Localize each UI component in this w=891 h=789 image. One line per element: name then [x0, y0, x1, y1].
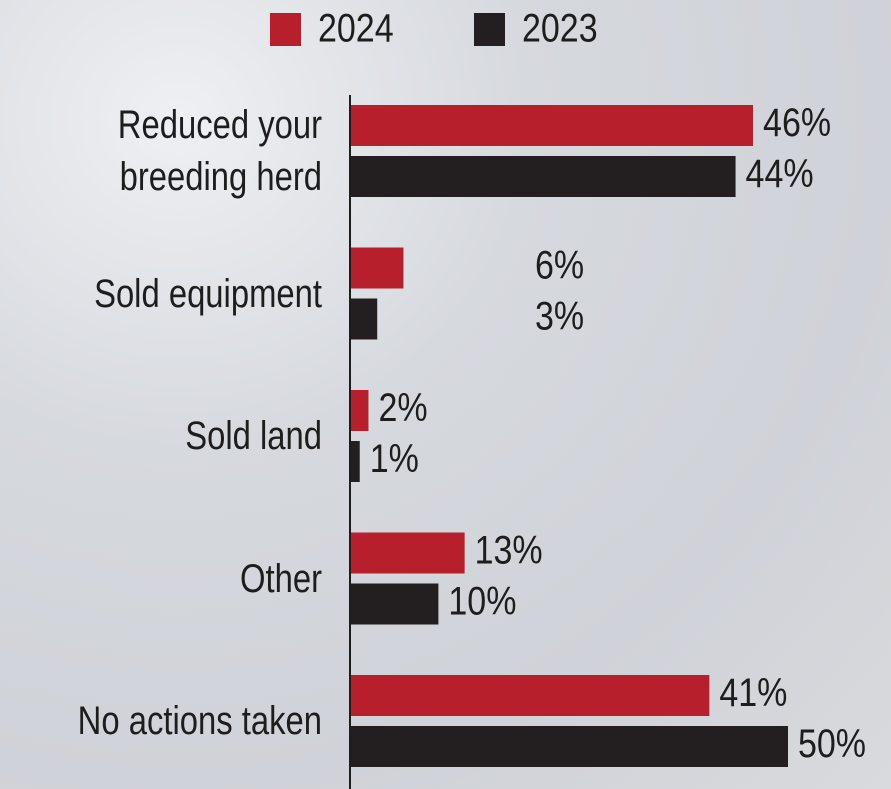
category-box: Sold land: [0, 386, 322, 486]
bar: [351, 533, 465, 574]
category-label: Sold equipment: [10, 268, 322, 320]
bar: [351, 299, 377, 340]
value-label: 44%: [746, 150, 814, 195]
legend-label: 2023: [522, 5, 598, 50]
value-label: 1%: [370, 435, 419, 480]
bar: [351, 156, 736, 197]
value-label: 10%: [448, 578, 516, 623]
value-label: 46%: [763, 99, 831, 144]
value-label: 50%: [798, 720, 866, 765]
chart: 2024 2023 46% 44% 6% 3% 2% 1% 13% 10% 41%50% Reduc…: [0, 0, 891, 789]
bar: [351, 105, 753, 146]
category-box: Reduced your breeding herd: [0, 101, 322, 201]
value-label: 41%: [719, 669, 787, 714]
bar: [351, 584, 438, 625]
value-label: 6%: [535, 242, 584, 287]
legend-swatch: [270, 13, 301, 46]
category-box: Sold equipment: [0, 244, 322, 344]
legend-label: 2024: [318, 5, 394, 50]
bar: [351, 390, 368, 431]
category-box: Other: [0, 529, 322, 629]
value-label: 3%: [535, 293, 584, 338]
bar: [351, 441, 360, 482]
category-label: Sold land: [10, 410, 322, 462]
bar: [351, 248, 403, 289]
category-label: No actions taken: [10, 695, 322, 747]
value-label: 2%: [378, 384, 427, 429]
bar: [351, 675, 709, 716]
value-label: 13%: [475, 527, 543, 572]
category-label: Reduced your breeding herd: [10, 99, 322, 203]
category-label: Other: [10, 553, 322, 605]
legend-swatch: [474, 13, 505, 46]
bar: [351, 726, 788, 767]
category-box: No actions taken: [0, 671, 322, 771]
